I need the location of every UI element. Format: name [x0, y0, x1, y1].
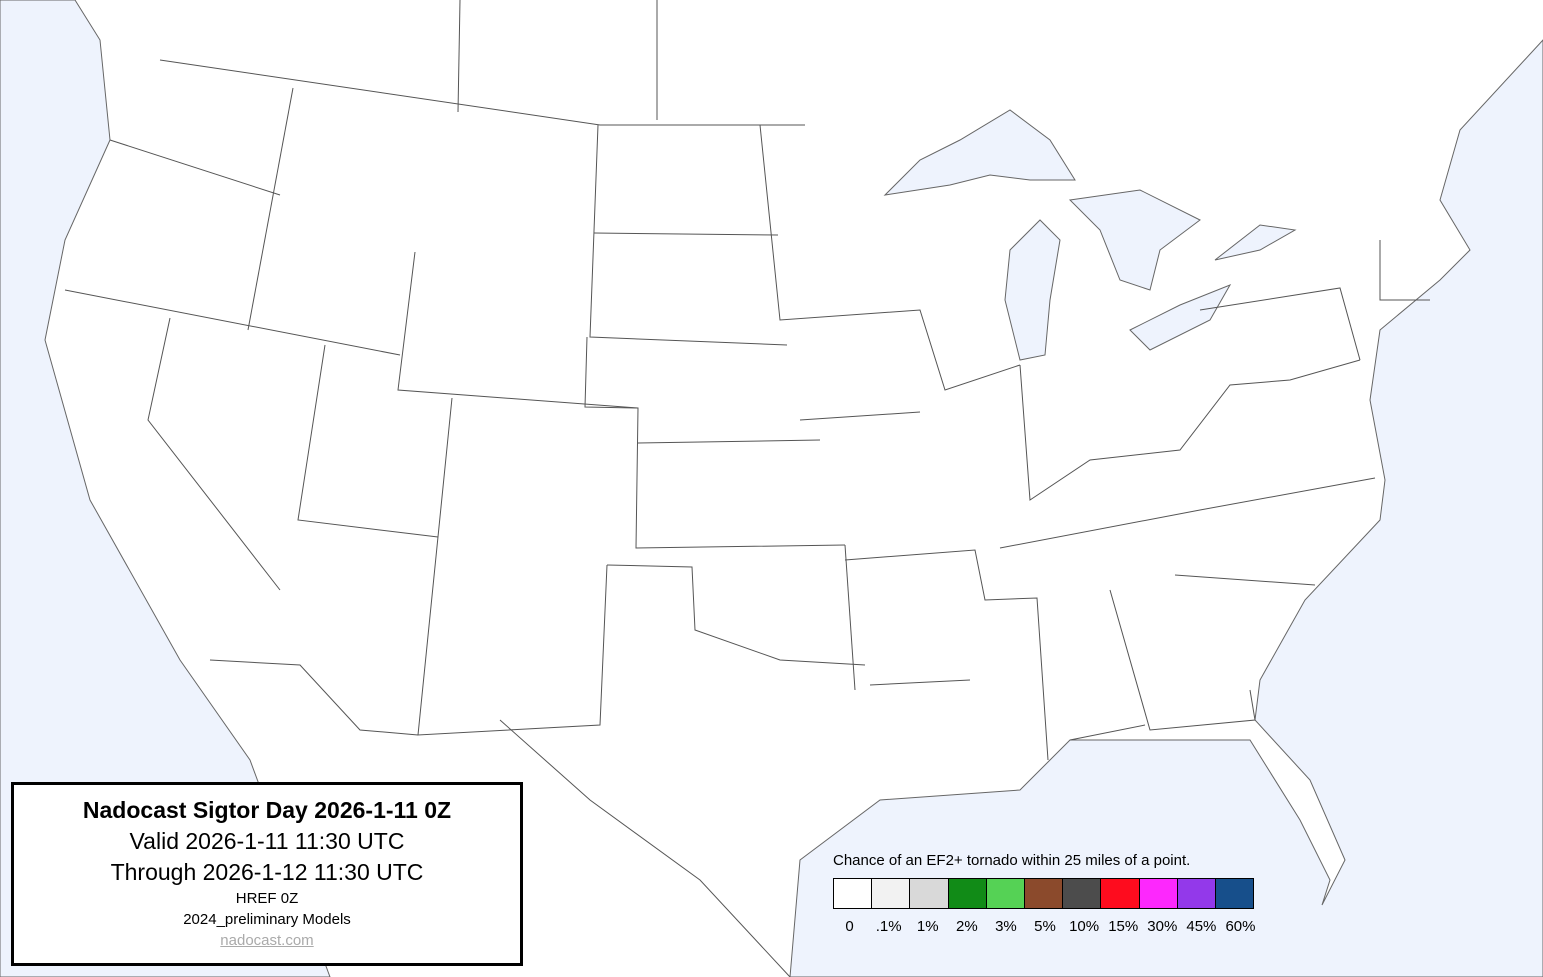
info-box: Nadocast Sigtor Day 2026-1-11 0Z Valid 2…: [11, 782, 523, 966]
state-borders: [64, 0, 1430, 977]
legend-label: 15%: [1108, 918, 1139, 935]
legend-swatch: [1139, 879, 1178, 908]
lake-ontario: [1214, 224, 1297, 261]
legend-label: 5%: [1034, 918, 1056, 935]
legend-swatch: [910, 879, 949, 908]
legend-label: 30%: [1147, 918, 1178, 935]
legend-label: 45%: [1186, 918, 1217, 935]
legend-swatch: [1177, 879, 1216, 908]
legend-swatch: [948, 879, 987, 908]
legend-label: 3%: [995, 918, 1017, 935]
legend-swatch: [1101, 879, 1140, 908]
lake-erie: [1129, 284, 1232, 351]
legend-color-bar: [833, 878, 1254, 909]
lake-michigan: [1004, 219, 1061, 361]
lake-huron: [1068, 189, 1201, 291]
legend-label: .1%: [875, 918, 902, 935]
legend-label: 0: [845, 918, 854, 935]
pacific-ocean: [0, 0, 331, 977]
legend-label: 10%: [1069, 918, 1100, 935]
legend-label: 2%: [955, 918, 978, 935]
legend-label: 1%: [916, 918, 939, 935]
legend-swatch: [1215, 879, 1254, 908]
legend-label: 60%: [1225, 918, 1256, 935]
through-time: Through 2026-1-12 11:30 UTC: [110, 859, 424, 885]
nadocast-link[interactable]: nadocast.com: [220, 932, 314, 949]
valid-time: Valid 2026-1-11 11:30 UTC: [129, 828, 405, 854]
legend-swatch: [986, 879, 1025, 908]
legend-swatch: [834, 879, 873, 908]
legend-swatch: [1063, 879, 1102, 908]
legend: Chance of an EF2+ tornado within 25 mile…: [833, 852, 1263, 935]
lake-superior: [883, 109, 1076, 196]
legend-swatch: [872, 879, 911, 908]
models-version: 2024_preliminary Models: [183, 911, 351, 928]
legend-labels: 0 .1% 1% 2% 3% 5% 10% 15% 30% 45% 60%: [830, 918, 1260, 935]
legend-swatch: [1024, 879, 1064, 908]
legend-caption: Chance of an EF2+ tornado within 25 mile…: [833, 852, 1191, 869]
forecast-title: Nadocast Sigtor Day 2026-1-11 0Z: [82, 797, 452, 823]
model-run: HREF 0Z: [235, 890, 299, 907]
